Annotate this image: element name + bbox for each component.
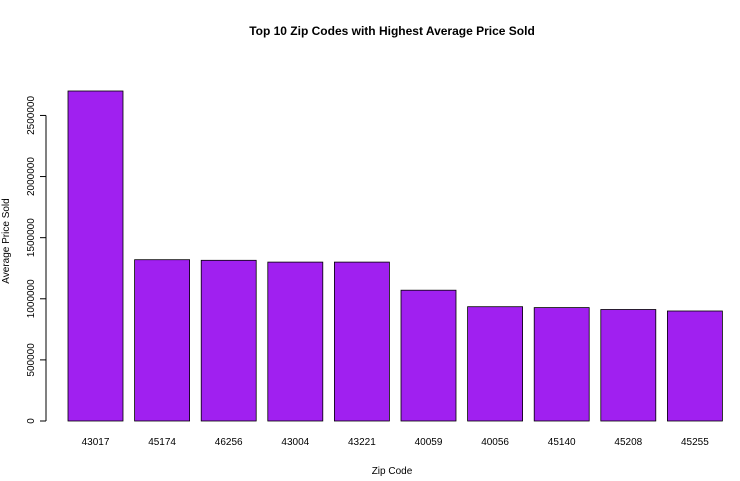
y-tick-label: 2000000 <box>26 157 37 196</box>
x-tick-label: 43017 <box>82 437 110 448</box>
bar-43017 <box>67 90 124 422</box>
x-axis-label: Zip Code <box>372 466 413 477</box>
x-tick-label: 43004 <box>281 437 309 448</box>
x-tick-labels: 43017 45174 46256 43004 43221 40059 40056 45140… <box>82 437 710 448</box>
bar-45140 <box>533 307 590 422</box>
x-tick-label: 40059 <box>415 437 443 448</box>
bars-group <box>67 90 723 422</box>
bar-40059 <box>400 289 457 422</box>
x-tick-label: 45208 <box>614 437 642 448</box>
bar-45208 <box>600 309 657 422</box>
x-tick-label: 40056 <box>481 437 509 448</box>
bar-45255 <box>667 310 723 422</box>
x-tick-label: 46256 <box>215 437 243 448</box>
y-tick-label: 500000 <box>26 343 37 377</box>
x-tick-label: 43221 <box>348 437 376 448</box>
x-tick-label: 45255 <box>681 437 709 448</box>
bar-46256 <box>200 259 257 422</box>
bar-45174 <box>134 259 191 422</box>
y-tick-label: 0 <box>26 418 37 424</box>
y-tick-label: 1500000 <box>26 218 37 257</box>
bar-43004 <box>267 261 324 422</box>
bar-43221 <box>333 261 390 422</box>
x-tick-label: 45174 <box>148 437 176 448</box>
x-tick-label: 45140 <box>548 437 576 448</box>
y-tick-label: 1000000 <box>26 279 37 318</box>
bar-40056 <box>467 306 524 422</box>
y-axis: 0 500000 1000000 1500000 2000000 2500000 <box>26 96 47 424</box>
y-axis-label: Average Price Sold <box>1 198 12 283</box>
chart-title: Top 10 Zip Codes with Highest Average Pr… <box>249 24 535 38</box>
y-tick-label: 2500000 <box>26 96 37 135</box>
